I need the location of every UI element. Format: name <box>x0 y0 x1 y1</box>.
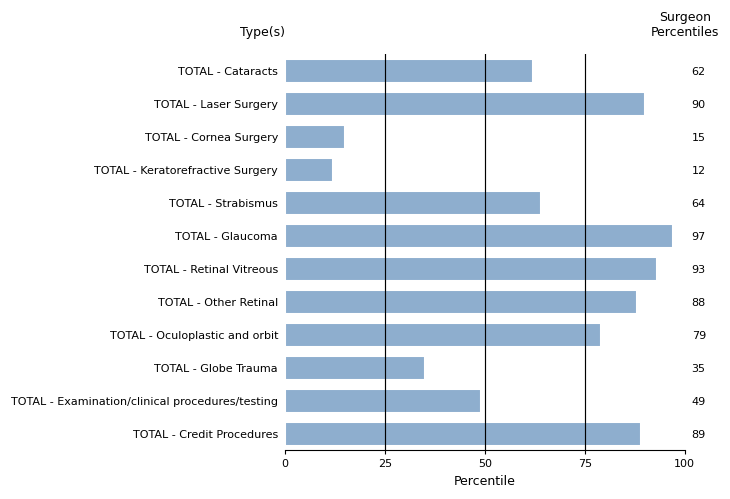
Bar <box>285 356 425 380</box>
Bar <box>285 92 645 116</box>
Bar <box>285 224 673 248</box>
Bar <box>285 191 541 215</box>
Text: Surgeon
Percentiles: Surgeon Percentiles <box>650 10 719 38</box>
Bar <box>285 257 657 281</box>
X-axis label: Percentile: Percentile <box>454 475 516 488</box>
Bar <box>285 290 637 314</box>
Bar <box>285 125 345 149</box>
Bar <box>285 389 481 413</box>
Text: Type(s): Type(s) <box>239 25 285 38</box>
Bar <box>285 323 601 347</box>
Bar <box>285 422 641 446</box>
Bar <box>285 59 533 83</box>
Bar <box>285 158 333 182</box>
